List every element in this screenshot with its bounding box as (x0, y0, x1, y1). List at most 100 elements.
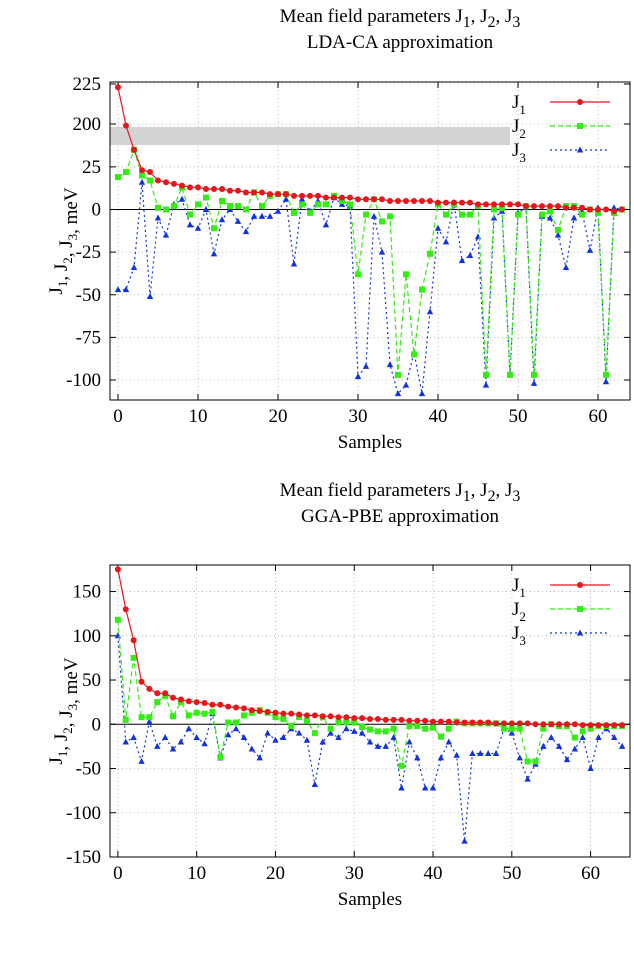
data-point-j3 (378, 248, 386, 255)
legend-label-j1: J1 (512, 575, 526, 600)
data-point-j1 (235, 187, 241, 194)
data-point-j1 (291, 192, 297, 199)
data-point-j3 (280, 734, 287, 741)
data-point-j1 (461, 719, 468, 726)
data-point-j2 (547, 208, 553, 215)
data-point-j3 (122, 286, 130, 293)
data-point-j1 (211, 186, 217, 193)
data-point-j3 (185, 725, 192, 732)
data-point-j1 (138, 678, 145, 685)
data-point-j2 (130, 654, 137, 661)
data-point-j1 (323, 194, 329, 201)
data-point-j2 (500, 725, 507, 732)
y-tick-label: -50 (76, 285, 101, 306)
data-point-j2 (307, 209, 313, 216)
data-point-j1 (437, 718, 444, 725)
data-point-j2 (288, 723, 295, 730)
data-point-j3 (138, 757, 145, 764)
data-point-j1 (219, 186, 225, 193)
data-point-j1 (619, 722, 626, 729)
data-point-j3 (290, 260, 298, 267)
data-point-j2 (259, 203, 265, 210)
x-tick-label: 30 (349, 406, 368, 427)
data-point-j2 (414, 723, 421, 730)
data-point-j2 (483, 371, 489, 378)
legend-marker-j1 (577, 99, 583, 105)
data-point-j3 (570, 214, 578, 221)
data-point-j3 (319, 738, 326, 745)
title-text: Mean field parameters J (279, 6, 463, 27)
data-point-j1 (359, 715, 366, 722)
data-point-j2 (203, 194, 209, 201)
data-point-j1 (193, 699, 200, 706)
data-point-j3 (524, 775, 531, 782)
data-point-j3 (390, 734, 397, 741)
data-point-j2 (390, 725, 397, 732)
data-point-j2 (343, 719, 350, 726)
data-point-j1 (459, 199, 465, 206)
data-point-j3 (177, 738, 185, 745)
data-point-j3 (370, 212, 378, 219)
data-point-j1 (339, 194, 345, 201)
data-point-j2 (187, 211, 193, 218)
data-point-j3 (186, 221, 194, 228)
data-point-j3 (555, 742, 563, 749)
data-point-j1 (524, 720, 531, 727)
data-point-j3 (258, 212, 266, 219)
data-point-j3 (266, 212, 274, 219)
series-j2 (115, 146, 625, 378)
data-point-j2 (363, 211, 369, 218)
data-point-j1 (547, 203, 553, 210)
data-point-j2 (355, 271, 361, 278)
y-tick-label: -150 (66, 847, 101, 868)
data-point-j2 (315, 201, 321, 208)
data-point-j1 (595, 206, 601, 213)
chart-panel-gga: Mean field parameters J1, J2, J3 GGA-PBE… (0, 476, 634, 953)
axis-break-band (110, 127, 510, 145)
data-point-j2 (339, 197, 345, 204)
data-point-j2 (419, 286, 425, 293)
data-point-j2 (122, 716, 129, 723)
data-point-j1 (267, 191, 273, 198)
data-point-j2 (155, 204, 161, 211)
y-tick-label: -75 (76, 327, 101, 348)
data-point-j1 (315, 192, 321, 199)
data-point-j2 (579, 728, 586, 735)
data-point-j3 (242, 228, 250, 235)
data-point-j1 (146, 685, 153, 692)
x-tick-label: 10 (189, 406, 208, 427)
data-point-j1 (587, 722, 594, 729)
data-point-j1 (209, 701, 216, 708)
data-point-j1 (170, 694, 177, 701)
data-point-j2 (516, 725, 523, 732)
data-point-j1 (288, 710, 295, 717)
data-point-j3 (602, 378, 610, 385)
data-point-j1 (319, 713, 326, 720)
data-point-j3 (586, 246, 594, 253)
data-point-j3 (224, 731, 232, 738)
data-point-j1 (233, 704, 240, 711)
data-point-j2 (411, 351, 417, 358)
data-point-j1 (427, 197, 433, 204)
data-point-j1 (343, 714, 350, 721)
data-point-j3 (382, 742, 389, 749)
y-tick-label: -100 (66, 370, 101, 391)
data-point-j3 (130, 734, 137, 741)
data-point-j3 (394, 390, 402, 397)
data-point-j1 (303, 712, 310, 719)
data-point-j3 (256, 754, 263, 761)
data-point-j1 (532, 721, 539, 728)
series-line-j1 (117, 87, 623, 212)
data-point-j3 (562, 263, 570, 270)
data-point-j3 (358, 729, 366, 736)
data-point-j1 (363, 196, 369, 203)
y-tick-label: 50 (82, 670, 101, 691)
data-point-j2 (430, 724, 437, 731)
legend-label-j3: J3 (512, 140, 526, 165)
data-point-j3 (445, 738, 452, 745)
data-point-j1 (123, 122, 129, 129)
x-tick-label: 40 (424, 863, 443, 884)
data-point-j3 (421, 784, 429, 791)
data-point-j2 (382, 728, 389, 735)
data-point-j2 (171, 203, 177, 210)
